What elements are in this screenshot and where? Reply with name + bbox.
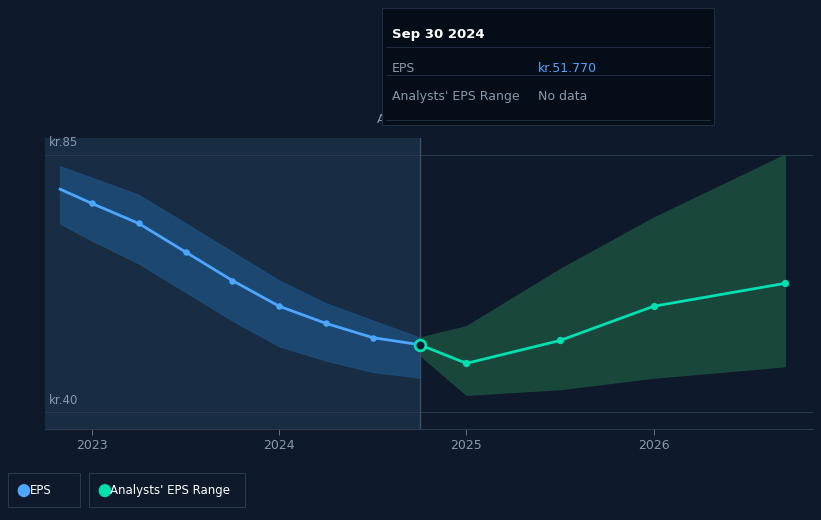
- Text: EPS: EPS: [30, 484, 51, 497]
- Point: [647, 302, 660, 310]
- Text: Sep 30 2024: Sep 30 2024: [392, 28, 484, 41]
- Text: Analysts' EPS Range: Analysts' EPS Range: [110, 484, 230, 497]
- Text: ⬤: ⬤: [16, 484, 30, 497]
- Text: EPS: EPS: [392, 62, 415, 75]
- Point: [553, 336, 566, 345]
- Text: Actual: Actual: [377, 113, 415, 126]
- Text: ⬤: ⬤: [97, 484, 111, 497]
- Point: [273, 302, 286, 310]
- Text: No data: No data: [538, 90, 587, 103]
- Point: [132, 219, 145, 228]
- Point: [85, 199, 99, 207]
- Text: kr.51.770: kr.51.770: [538, 62, 597, 75]
- Point: [366, 333, 379, 342]
- Text: kr.85: kr.85: [49, 136, 78, 149]
- Point: [413, 341, 426, 349]
- Bar: [45, 138, 420, 429]
- Point: [226, 277, 239, 285]
- Point: [778, 279, 791, 288]
- Point: [179, 248, 192, 256]
- Point: [319, 319, 333, 328]
- Point: [460, 359, 473, 368]
- Text: Analysts' EPS Range: Analysts' EPS Range: [392, 90, 519, 103]
- Text: kr.40: kr.40: [49, 394, 78, 407]
- Text: Analysts Forecasts: Analysts Forecasts: [424, 113, 540, 126]
